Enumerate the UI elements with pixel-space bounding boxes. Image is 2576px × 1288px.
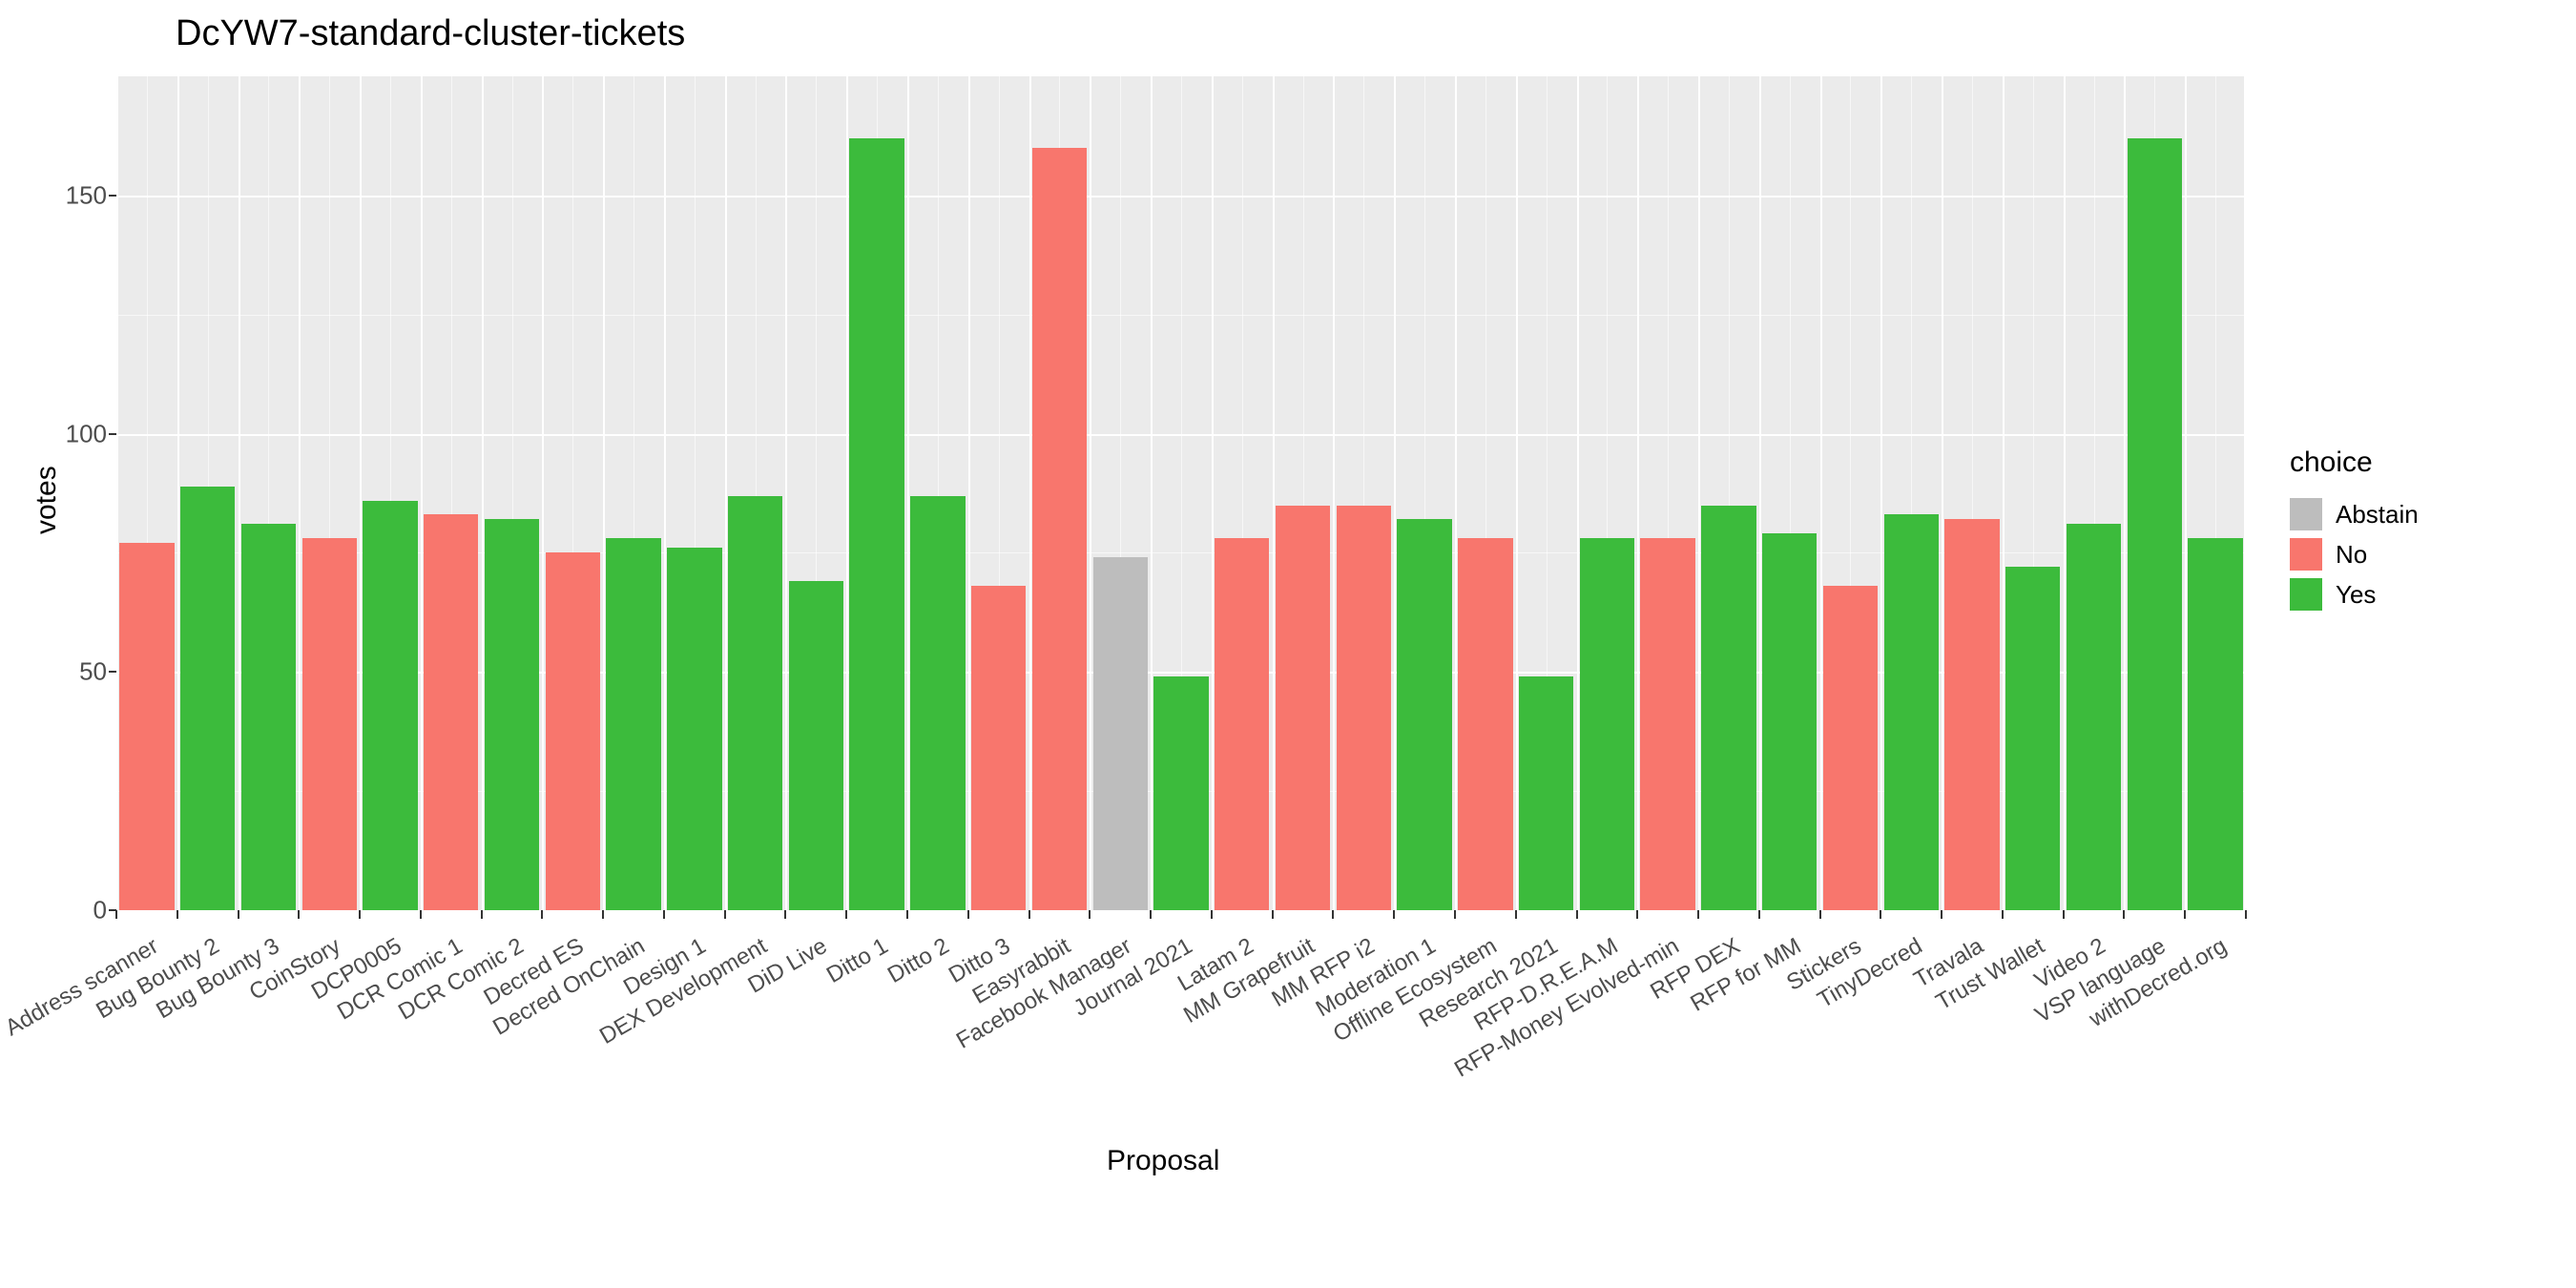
legend-label: No bbox=[2336, 540, 2367, 570]
y-axis-title: votes bbox=[31, 466, 63, 534]
legend-title: choice bbox=[2290, 447, 2419, 479]
bar bbox=[1701, 506, 1755, 911]
bar bbox=[424, 514, 478, 910]
chart-title: DcYW7-standard-cluster-tickets bbox=[176, 13, 685, 54]
legend-label: Abstain bbox=[2336, 500, 2419, 530]
y-tick-label: 150 bbox=[59, 180, 107, 210]
bar bbox=[363, 501, 417, 911]
bar bbox=[119, 543, 174, 910]
y-tick-label: 50 bbox=[59, 657, 107, 687]
bar bbox=[1762, 533, 1817, 910]
legend-items: Abstain No Yes bbox=[2290, 498, 2419, 611]
legend-swatch bbox=[2290, 538, 2322, 571]
bar bbox=[1032, 148, 1087, 910]
bar bbox=[546, 552, 600, 910]
bar bbox=[1640, 538, 1694, 910]
y-tick-label: 100 bbox=[59, 419, 107, 448]
bar bbox=[910, 496, 965, 911]
bar bbox=[241, 524, 296, 910]
bar bbox=[485, 519, 539, 910]
bar bbox=[1823, 586, 1878, 910]
bar bbox=[1215, 538, 1269, 910]
bar bbox=[1580, 538, 1634, 910]
legend-item: Yes bbox=[2290, 578, 2419, 611]
bar bbox=[789, 581, 843, 910]
chart-container: DcYW7-standard-cluster-tickets votes Pro… bbox=[0, 0, 2576, 1288]
plot-panel bbox=[116, 76, 2246, 910]
bar bbox=[2188, 538, 2242, 910]
bar bbox=[180, 487, 235, 910]
bar bbox=[1153, 676, 1208, 910]
bar bbox=[2067, 524, 2121, 910]
bar bbox=[302, 538, 357, 910]
legend: choice Abstain No Yes bbox=[2290, 447, 2419, 618]
legend-swatch bbox=[2290, 498, 2322, 530]
legend-swatch bbox=[2290, 578, 2322, 611]
bar bbox=[1397, 519, 1451, 910]
bar bbox=[849, 138, 904, 910]
bar bbox=[2128, 138, 2182, 910]
bar bbox=[667, 548, 721, 910]
legend-label: Yes bbox=[2336, 580, 2376, 610]
bar bbox=[971, 586, 1026, 910]
bar bbox=[728, 496, 782, 911]
legend-item: Abstain bbox=[2290, 498, 2419, 530]
y-tick-label: 0 bbox=[59, 896, 107, 925]
bar bbox=[2005, 567, 2060, 910]
bar bbox=[1519, 676, 1573, 910]
bar bbox=[1458, 538, 1512, 910]
bar bbox=[606, 538, 660, 910]
x-axis-title: Proposal bbox=[1107, 1145, 1219, 1177]
legend-item: No bbox=[2290, 538, 2419, 571]
bar bbox=[1276, 506, 1330, 911]
bar bbox=[1093, 557, 1148, 910]
bar bbox=[1337, 506, 1391, 911]
bar bbox=[1884, 514, 1939, 910]
bar bbox=[1944, 519, 1999, 910]
